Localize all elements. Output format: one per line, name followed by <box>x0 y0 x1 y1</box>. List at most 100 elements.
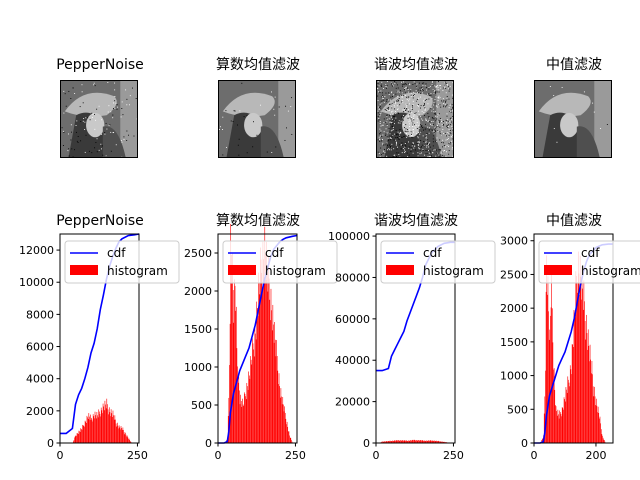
histogram-bar <box>387 441 388 443</box>
histogram-bar <box>287 426 289 443</box>
histogram-bar <box>584 321 586 443</box>
histogram-bar <box>115 419 116 443</box>
histogram-bar <box>392 440 393 443</box>
y-tick-label: 0 <box>47 437 54 450</box>
histogram-bar <box>280 388 282 443</box>
histogram-bar <box>385 441 386 443</box>
chart-panel-1: 0 500 1000 1500 2000 2500 0 250 cdf histogram <box>184 223 338 462</box>
histogram-bar <box>421 440 423 443</box>
histogram-bar <box>125 432 126 443</box>
legend: cdf histogram <box>538 240 640 284</box>
histogram-bar <box>418 440 420 443</box>
histogram-bar <box>542 438 543 443</box>
histogram-bar <box>232 253 233 443</box>
histogram-bar <box>114 415 116 443</box>
histogram-bar <box>400 440 401 443</box>
y-tick-label: 1500 <box>184 323 212 336</box>
histogram-bar <box>290 437 292 443</box>
histogram-bar <box>387 440 389 443</box>
histogram-bar <box>107 404 108 443</box>
histogram-bar <box>254 326 256 443</box>
histogram-bar <box>262 241 264 443</box>
histogram-bar <box>239 404 241 443</box>
y-tick-label: 40000 <box>335 354 370 367</box>
histogram-bar <box>244 392 245 443</box>
histogram-bar <box>76 433 78 443</box>
histogram-bar <box>129 440 131 443</box>
histogram-bar <box>593 396 595 443</box>
histogram-bar <box>247 389 249 443</box>
histogram-bar <box>232 290 234 443</box>
histogram-bar <box>74 437 75 443</box>
histogram-bar <box>229 365 230 443</box>
histogram-bar <box>273 342 275 443</box>
histogram-bar <box>430 440 432 443</box>
histogram-bar <box>564 401 566 443</box>
histogram-bar <box>571 344 573 443</box>
histogram-bar <box>545 291 547 443</box>
histogram-bar <box>391 441 393 443</box>
histogram-bar <box>595 398 597 443</box>
histogram-bar <box>600 429 602 443</box>
histogram-bar <box>81 429 83 443</box>
histogram-bar <box>249 378 251 443</box>
x-tick-label: 0 <box>531 449 538 462</box>
histogram-bar <box>423 440 424 443</box>
histogram-bar <box>424 440 426 443</box>
histogram-bar <box>589 361 590 443</box>
histogram-bar <box>269 299 271 443</box>
legend-histogram-swatch <box>228 265 256 275</box>
x-tick-label: 250 <box>127 449 148 462</box>
histogram-bar <box>572 344 574 443</box>
histogram-bar <box>549 329 551 443</box>
histogram-bar <box>120 426 122 443</box>
histogram-bar <box>97 415 98 443</box>
histogram-bar <box>241 406 243 443</box>
y-tick-label: 500 <box>191 399 212 412</box>
histogram-bar <box>87 418 89 443</box>
histogram-bar <box>276 340 277 443</box>
legend-histogram-swatch <box>386 265 414 275</box>
histogram-bar <box>431 440 432 443</box>
histogram-bar <box>102 413 103 443</box>
histogram-bar <box>414 440 416 443</box>
axes-frame <box>375 233 456 444</box>
histogram-bar <box>119 427 121 443</box>
histogram-bar <box>431 440 433 443</box>
histogram-bar <box>582 288 583 443</box>
histogram-bar <box>238 374 240 443</box>
histogram-bar <box>245 399 247 443</box>
histogram-bar <box>602 435 603 443</box>
histogram-bar <box>604 441 606 443</box>
histogram-bar <box>543 413 545 443</box>
histogram-bar <box>97 417 99 443</box>
histogram-bar <box>428 440 430 443</box>
histogram-bar <box>235 310 236 443</box>
histogram-bar <box>388 441 390 443</box>
y-tick-label: 4000 <box>26 373 54 386</box>
histogram-bar <box>555 406 557 443</box>
histogram-bar <box>283 411 285 443</box>
histogram-bar <box>587 349 588 443</box>
histogram-bar <box>260 247 261 443</box>
histogram-bar <box>252 343 254 443</box>
histogram-bar <box>250 356 251 443</box>
y-tick-label: 2500 <box>500 268 528 281</box>
histogram-bar <box>573 347 574 443</box>
histogram-bar <box>96 412 98 443</box>
histogram-bar <box>265 254 266 443</box>
histogram-bar <box>597 406 599 443</box>
histogram-bar <box>237 366 238 443</box>
histogram-bar <box>73 440 75 443</box>
histogram-bar <box>585 339 587 443</box>
histogram-bar <box>82 425 84 443</box>
histogram-bar <box>403 440 404 443</box>
histogram-bar <box>109 412 111 443</box>
histogram-bar <box>260 259 262 443</box>
histogram-bar <box>108 407 110 443</box>
histogram-bar <box>234 279 235 443</box>
histogram-bar <box>604 440 605 443</box>
histogram-bar <box>402 440 403 443</box>
y-tick-label: 0 <box>521 437 528 450</box>
histogram-bar <box>267 291 269 443</box>
